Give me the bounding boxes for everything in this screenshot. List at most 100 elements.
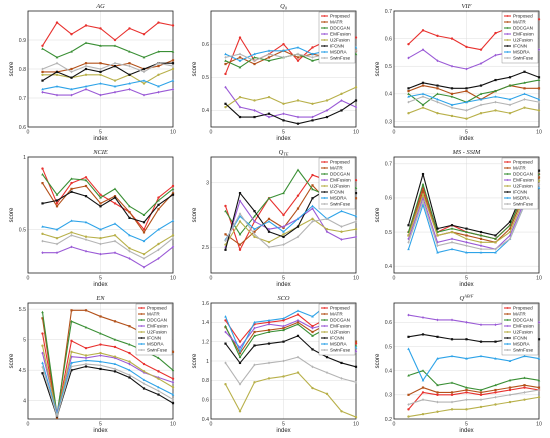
data-point — [128, 216, 131, 219]
data-point — [41, 44, 44, 47]
data-point — [523, 92, 526, 95]
series-u2fusion — [407, 179, 541, 244]
data-point — [450, 230, 454, 234]
chart-title: QTE — [279, 149, 289, 157]
y-axis-label: score — [375, 207, 381, 222]
data-point — [171, 377, 175, 380]
data-point — [128, 204, 131, 208]
data-point — [128, 211, 131, 214]
data-point — [171, 184, 175, 188]
legend-label-emfusion: EMFusion — [513, 178, 534, 183]
data-point — [142, 93, 146, 97]
data-point — [508, 97, 512, 101]
data-point — [523, 376, 526, 379]
data-point — [465, 89, 468, 93]
legend-marker — [323, 179, 326, 181]
data-point — [253, 363, 256, 367]
data-point — [537, 76, 541, 79]
legend-marker — [323, 319, 326, 321]
data-point — [171, 386, 175, 389]
series-swinfuse — [407, 95, 541, 112]
legend-label-msdra: MSDRA — [513, 342, 531, 347]
data-point — [157, 85, 160, 88]
series-proposed — [41, 21, 175, 47]
series-line-ifcnn — [42, 62, 173, 82]
data-point — [238, 212, 242, 216]
data-point — [479, 398, 483, 402]
series-line-ddcgan — [42, 174, 174, 216]
data-point — [296, 194, 300, 197]
data-point — [282, 49, 285, 52]
data-point — [99, 202, 102, 205]
data-point — [224, 52, 227, 56]
data-point — [465, 237, 468, 241]
data-point — [296, 115, 300, 119]
data-point — [238, 191, 242, 195]
data-point — [523, 106, 526, 109]
data-point — [41, 167, 44, 170]
legend-label-swinfuse: SwinFuse — [513, 56, 534, 61]
plot-area — [393, 156, 540, 274]
legend: ProposedMATRDDCGANEMFusionU2FusionIFCNNM… — [318, 157, 356, 210]
data-point — [157, 248, 160, 252]
data-point — [70, 67, 73, 71]
data-point — [311, 326, 314, 330]
legend: ProposedMATRDDCGANEMFusionU2FusionIFCNNM… — [501, 11, 539, 64]
data-point — [296, 371, 300, 374]
data-point — [157, 389, 160, 393]
series-ddcgan — [407, 78, 541, 106]
data-point — [537, 388, 541, 392]
data-point — [311, 386, 314, 390]
legend-marker — [140, 325, 143, 327]
data-point — [450, 64, 454, 68]
legend-label-ifcnn: IFCNN — [147, 336, 161, 341]
data-point — [479, 237, 483, 240]
data-point — [113, 85, 117, 88]
chart-q-te: 2.5 3 0 5 10 index score QTE ProposedMATRDDCGANE… — [192, 149, 359, 288]
data-point — [282, 359, 285, 363]
data-point — [142, 213, 146, 216]
x-tick-label: 0 — [27, 276, 30, 282]
chart-title: QAB/F — [460, 294, 474, 302]
legend-marker — [506, 331, 509, 333]
chart-q-0: 0.4 0.5 0.6 0 5 10 index score Q0 ProposedMATRDDC… — [192, 3, 359, 142]
data-point — [311, 115, 314, 119]
series-emfusion — [41, 245, 175, 269]
data-point — [171, 402, 175, 405]
data-point — [311, 220, 314, 223]
data-point — [267, 328, 271, 332]
data-point — [354, 197, 358, 200]
data-point — [55, 56, 59, 59]
data-point — [421, 103, 425, 106]
data-point — [171, 368, 175, 372]
series-ddcgan — [407, 369, 541, 391]
data-point — [142, 370, 146, 373]
data-point — [407, 92, 410, 95]
data-point — [224, 56, 227, 59]
data-point — [224, 59, 227, 62]
data-point — [55, 414, 59, 418]
legend-marker — [323, 51, 326, 53]
data-point — [157, 50, 160, 53]
data-point — [142, 378, 146, 381]
data-point — [296, 46, 300, 49]
data-point — [407, 224, 410, 227]
data-point — [41, 310, 44, 314]
data-point — [157, 393, 160, 396]
y-axis-label: score — [9, 207, 15, 222]
data-point — [238, 243, 242, 246]
data-point — [354, 99, 358, 102]
legend-marker — [323, 21, 326, 23]
data-point — [537, 100, 541, 104]
data-point — [157, 377, 160, 380]
data-point — [238, 361, 242, 365]
x-axis-label: index — [459, 282, 473, 288]
data-point — [238, 36, 242, 39]
series-ddcgan — [41, 41, 175, 59]
legend-label-proposed: Proposed — [330, 14, 350, 19]
data-point — [523, 81, 526, 84]
data-point — [99, 242, 102, 246]
data-point — [142, 56, 146, 59]
data-point — [282, 56, 285, 59]
data-point — [55, 21, 59, 24]
